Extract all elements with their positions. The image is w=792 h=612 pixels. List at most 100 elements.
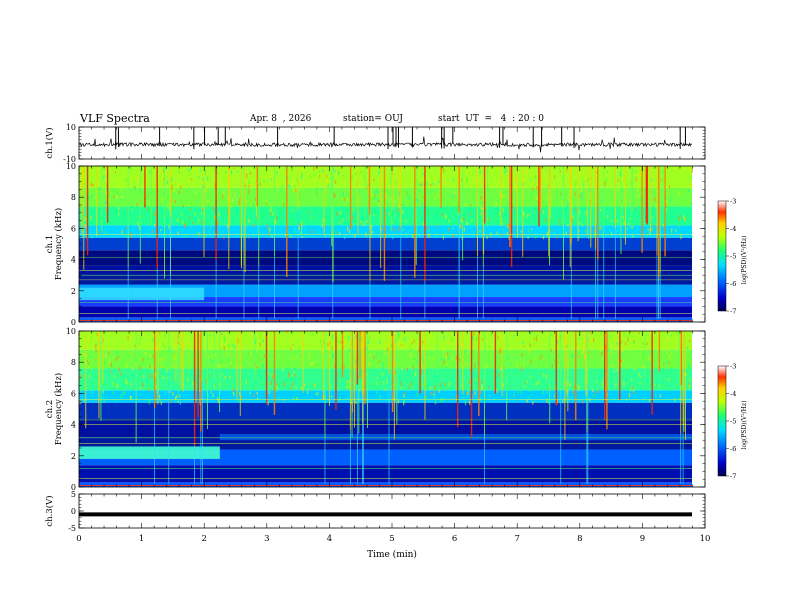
spectrogram-speckle	[387, 364, 390, 366]
spectrogram-speckle	[184, 221, 186, 224]
spectrogram-speckle	[297, 342, 299, 344]
spectrogram-speckle	[214, 185, 216, 190]
spectrogram-speckle	[241, 166, 243, 168]
spectrogram-speckle	[340, 367, 342, 369]
spectrogram-speckle	[301, 386, 303, 390]
spectrogram-speckle	[655, 220, 657, 223]
spectrogram-speckle	[177, 174, 179, 179]
spectrogram-speckle	[362, 222, 365, 227]
spectrogram-speckle	[488, 218, 491, 221]
spectrogram-speckle	[183, 223, 186, 228]
spectrogram-speckle	[572, 353, 574, 358]
spectrogram-speckle	[397, 208, 399, 213]
spectrogram-speckle	[353, 196, 355, 199]
spectrogram-speckle	[143, 375, 145, 378]
spectrogram-speckle	[616, 342, 618, 345]
spectrogram-speckle	[407, 388, 409, 390]
spectrogram-speckle	[651, 216, 653, 219]
spectrogram-speckle	[419, 183, 422, 187]
spectrogram-speckle	[217, 398, 220, 404]
spectrogram-speckle	[88, 365, 90, 369]
spectrogram-speckle	[456, 169, 459, 174]
spectrogram-speckle	[536, 195, 538, 200]
spectrogram-speckle	[269, 231, 271, 236]
spectrogram-speckle	[461, 343, 463, 347]
spectrogram-speckle	[398, 205, 400, 209]
spectrogram-speckle	[557, 339, 559, 344]
spectrogram-speckle	[378, 199, 380, 203]
spectrogram-speckle	[688, 189, 690, 193]
spectrogram-speckle	[262, 339, 264, 343]
spectrogram-speckle	[525, 183, 527, 186]
spectrogram-speckle	[133, 185, 135, 191]
spectrogram-speckle	[391, 221, 393, 224]
spectrogram-speckle	[278, 396, 280, 399]
spectrogram-speckle	[165, 385, 167, 389]
start-time-label: start UT = 4 : 20 : 0	[438, 114, 544, 124]
spectrogram-speckle	[221, 194, 224, 199]
spectrogram-speckle	[233, 167, 235, 170]
spectrogram-speckle	[301, 226, 303, 230]
spectrogram-speckle	[90, 189, 92, 193]
spectrogram-speckle	[316, 187, 318, 191]
spectrogram-speckle	[425, 222, 427, 225]
spectrogram-speckle	[104, 182, 106, 185]
spectrogram-speckle	[155, 385, 157, 389]
spectrogram-speckle	[680, 234, 682, 240]
spectrogram-speckle	[351, 216, 354, 220]
spectrogram-speckle	[666, 350, 668, 353]
y-tick-label: 2	[71, 287, 76, 296]
spectrogram-speckle	[562, 400, 564, 404]
spectrogram-speckle	[276, 385, 278, 390]
spectrogram-speckle	[344, 341, 346, 345]
spectrogram-speckle	[531, 193, 534, 197]
spectrogram-speckle	[291, 168, 293, 172]
spectrogram-speckle	[367, 187, 369, 190]
spectrogram-speckle	[231, 391, 233, 395]
spectrogram-speckle	[495, 216, 497, 221]
spectrogram-speckle	[337, 339, 339, 343]
spectrogram-speckle	[122, 383, 125, 389]
spectrogram-speckle	[455, 395, 458, 401]
spectrogram-speckle	[97, 187, 99, 192]
spectrogram-speckle	[406, 190, 408, 193]
spectrogram-speckle	[254, 385, 256, 390]
spectrogram-speckle	[290, 214, 292, 218]
spectrogram-speckle	[443, 348, 445, 353]
spectrogram-speckle	[293, 188, 295, 194]
spectrogram-speckle	[331, 334, 333, 340]
spectrogram-speckle	[231, 343, 233, 347]
spectrogram-speckle	[414, 372, 417, 376]
spectrogram-speckle	[551, 217, 553, 222]
spectrogram-speckle	[533, 234, 535, 238]
spectrogram-speckle	[617, 340, 620, 343]
spectrogram-speckle	[679, 215, 681, 220]
spectrogram-speckle	[388, 211, 391, 216]
spectrogram-speckle	[534, 369, 536, 372]
spectrogram-speckle	[416, 180, 418, 183]
spectrogram-speckle	[633, 340, 635, 343]
spectrogram-speckle	[348, 348, 351, 353]
spectrogram-speckle	[96, 332, 98, 336]
spectrogram-speckle	[429, 386, 431, 390]
spectrogram-speckle	[453, 190, 455, 195]
spectrogram-speckle	[496, 231, 498, 235]
spectrogram-speckle	[541, 355, 543, 358]
spectrogram-speckle	[114, 171, 117, 174]
spectrogram-speckle	[398, 191, 400, 196]
spectrogram-speckle	[648, 399, 650, 402]
spectrogram-speckle	[270, 206, 272, 212]
spectrogram-speckle	[217, 230, 219, 234]
spectrogram-speckle	[178, 170, 180, 175]
spectrogram-speckle	[530, 360, 532, 364]
spectrogram-speckle	[139, 365, 141, 370]
spectrogram-speckle	[444, 181, 446, 185]
spectrogram-speckle	[675, 335, 677, 339]
spectrogram-speckle	[448, 340, 450, 345]
spectrogram-speckle	[384, 388, 386, 391]
spectrogram-speckle	[254, 340, 257, 344]
spectrogram-speckle	[389, 185, 391, 190]
spectrogram-speckle	[274, 207, 277, 211]
spectrogram-speckle	[537, 335, 539, 338]
spectrogram-speckle	[125, 178, 128, 182]
